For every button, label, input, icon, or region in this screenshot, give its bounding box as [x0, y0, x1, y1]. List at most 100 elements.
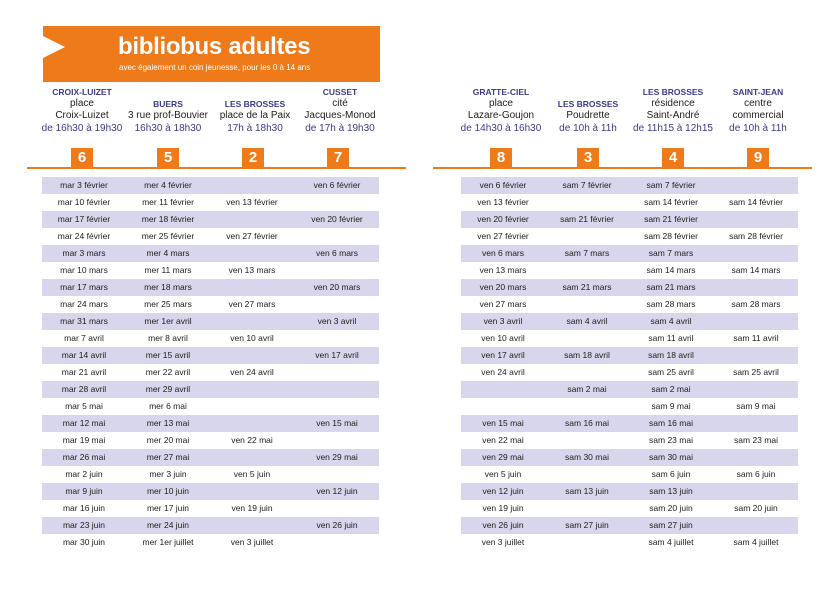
date-cell: ven 20 février — [311, 214, 363, 224]
date-cell — [714, 347, 798, 364]
date-cell — [210, 398, 294, 415]
header-cusset: CUSSET cité Jacques-Monod de 17h à 19h30 — [294, 86, 386, 135]
date-cell: sam 21 février — [644, 214, 698, 224]
date-cell — [545, 262, 629, 279]
date-cell: sam 28 février — [729, 231, 783, 241]
table-row: mar 3 février mer 4 février ven 6 février — [42, 177, 379, 194]
date-cell — [295, 330, 379, 347]
table-row: ven 13 mars sam 14 mars sam 14 mars — [461, 262, 798, 279]
date-cell: sam 28 mars — [731, 299, 781, 309]
address-line-2: Croix-Luizet — [55, 110, 109, 121]
stop-number-badge: 3 — [577, 143, 599, 168]
date-cell — [295, 534, 379, 551]
date-cell — [210, 211, 294, 228]
date-cell — [295, 194, 379, 211]
date-cell — [210, 245, 294, 262]
date-cell — [295, 398, 379, 415]
date-cell: sam 14 février — [729, 197, 783, 207]
date-cell: mar 14 avril — [61, 350, 107, 360]
date-cell: mer 29 avril — [145, 384, 191, 394]
table-row: mar 24 février mer 25 février ven 27 févri… — [42, 228, 379, 245]
header-buers: BUERS 3 rue prof-Bouvier 16h30 à 18h30 — [120, 86, 216, 135]
date-cell: sam 27 juin — [649, 520, 693, 530]
date-cell: ven 5 juin — [484, 469, 522, 479]
date-cell — [295, 500, 379, 517]
date-cell: ven 29 mai — [482, 452, 524, 462]
schedule-time: 16h30 à 18h30 — [134, 123, 202, 134]
date-cell: sam 14 février — [644, 197, 698, 207]
date-cell: ven 24 avril — [230, 367, 274, 377]
date-cell: mar 31 mars — [60, 316, 108, 326]
date-cell: sam 30 mai — [565, 452, 609, 462]
date-cell: ven 13 mars — [479, 265, 527, 275]
title-banner — [43, 26, 380, 82]
date-cell: mer 20 mai — [146, 435, 190, 445]
date-cell: mar 5 mai — [65, 401, 103, 411]
address-line-2: Jacques-Monod — [304, 110, 376, 121]
date-cell: sam 4 avril — [566, 316, 608, 326]
table-row: ven 13 février sam 14 février sam 14 févri… — [461, 194, 798, 211]
date-cell: sam 25 avril — [648, 367, 694, 377]
table-row: mar 17 février mer 18 février ven 20 févri… — [42, 211, 379, 228]
date-cell — [714, 279, 798, 296]
date-cell — [295, 228, 379, 245]
date-cell: ven 27 février — [226, 231, 278, 241]
table-row: mar 19 mai mer 20 mai ven 22 mai — [42, 432, 379, 449]
date-cell: ven 26 juin — [316, 520, 358, 530]
date-cell: mer 17 juin — [146, 503, 190, 513]
date-cell: mer 13 mai — [146, 418, 190, 428]
date-cell: ven 6 février — [479, 180, 527, 190]
date-cell — [545, 432, 629, 449]
date-cell — [545, 500, 629, 517]
date-cell: mar 3 mars — [62, 248, 106, 258]
date-cell: sam 25 avril — [733, 367, 779, 377]
date-cell: sam 11 avril — [648, 333, 694, 343]
date-cell: mer 25 mars — [144, 299, 192, 309]
banner-arrow-notch — [43, 36, 65, 58]
table-row: mar 5 mai mer 6 mai — [42, 398, 379, 415]
date-cell — [714, 211, 798, 228]
date-cell: sam 21 mars — [562, 282, 612, 292]
date-cell — [714, 483, 798, 500]
date-cell — [210, 381, 294, 398]
date-cell: ven 17 avril — [315, 350, 359, 360]
date-cell — [210, 177, 294, 194]
date-cell — [210, 347, 294, 364]
date-cell — [295, 262, 379, 279]
location-label: SAINT-JEAN — [732, 87, 784, 97]
date-cell: mar 17 février — [57, 214, 111, 224]
date-cell: ven 27 mars — [479, 299, 527, 309]
date-cell: mer 1er avril — [144, 316, 192, 326]
table-row: mar 26 mai mer 27 mai ven 29 mai — [42, 449, 379, 466]
stop-number-badge: 4 — [662, 143, 684, 168]
date-cell: sam 4 avril — [650, 316, 692, 326]
date-cell — [714, 517, 798, 534]
table-row: mar 2 juin mer 3 juin ven 5 juin — [42, 466, 379, 483]
table-row: mar 16 juin mer 17 juin ven 19 juin — [42, 500, 379, 517]
date-cell: ven 15 mai — [482, 418, 524, 428]
date-cell: ven 27 mars — [228, 299, 276, 309]
table-row: mar 10 février mer 11 février ven 13 févri… — [42, 194, 379, 211]
date-cell: ven 6 février — [313, 180, 361, 190]
date-cell: ven 3 juillet — [230, 537, 274, 547]
date-cell: mar 19 mai — [62, 435, 106, 445]
table-row: ven 20 février sam 21 février sam 21 févri… — [461, 211, 798, 228]
location-label: LES BROSSES — [557, 99, 619, 109]
date-cell: sam 23 mai — [734, 435, 778, 445]
schedule-time: de 11h15 à 12h15 — [633, 123, 713, 134]
address-line-1: cité — [332, 98, 348, 109]
stop-number-badge: 5 — [157, 143, 179, 168]
date-cell: ven 26 juin — [482, 520, 524, 530]
date-cell: ven 20 février — [477, 214, 529, 224]
banner-title: bibliobus adultes — [118, 33, 311, 60]
date-cell: ven 29 mai — [316, 452, 358, 462]
table-row: ven 5 juin sam 6 juin sam 6 juin — [461, 466, 798, 483]
date-cell — [545, 364, 629, 381]
date-cell: sam 9 mai — [651, 401, 691, 411]
table-row: mar 9 juin mer 10 juin ven 12 juin — [42, 483, 379, 500]
date-cell: sam 2 mai — [567, 384, 607, 394]
date-cell: mar 24 mars — [60, 299, 108, 309]
date-cell: mar 26 mai — [62, 452, 106, 462]
banner-subtitle: avec également un coin jeunesse, pour le… — [119, 63, 311, 72]
date-cell: sam 14 mars — [646, 265, 696, 275]
